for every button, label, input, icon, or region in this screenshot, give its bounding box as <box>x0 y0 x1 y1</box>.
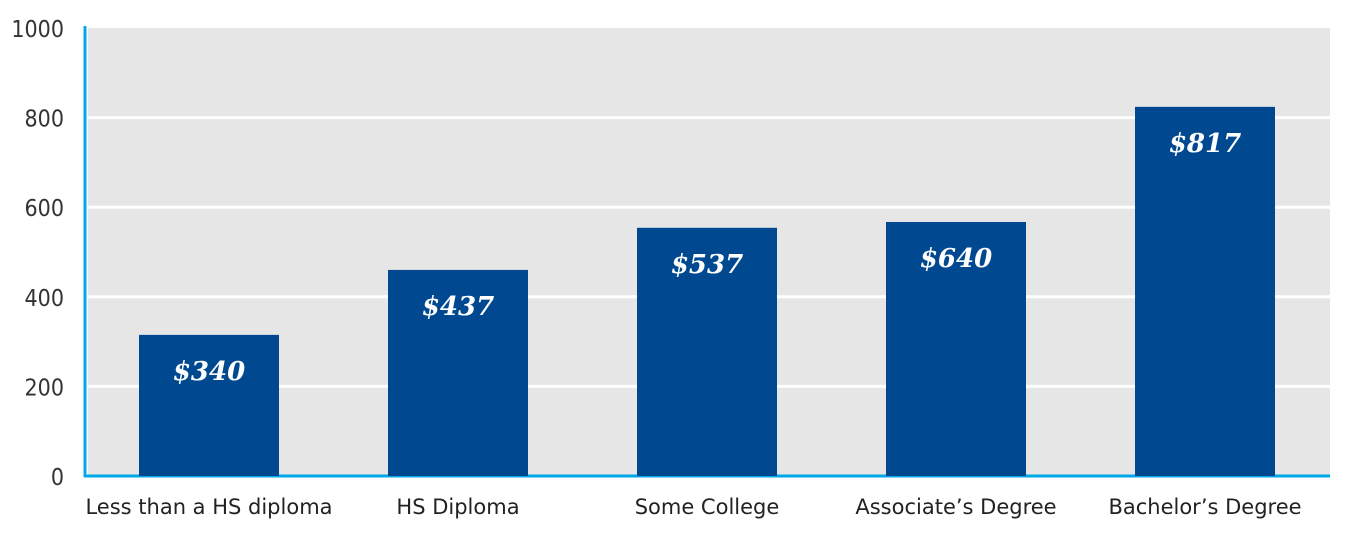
bar <box>637 227 777 476</box>
y-tick-label: 1000 <box>11 17 64 43</box>
y-tick-label: 600 <box>25 196 65 222</box>
x-tick-label: Some College <box>635 495 780 519</box>
x-tick-label: Associate’s Degree <box>855 495 1056 519</box>
bar <box>139 334 279 476</box>
y-tick-label: 800 <box>25 107 65 133</box>
y-tick-label: 400 <box>25 286 65 312</box>
bar <box>886 221 1026 476</box>
x-tick-label: HS Diploma <box>396 495 519 519</box>
x-tick-label: Bachelor’s Degree <box>1108 495 1301 519</box>
y-tick-label: 0 <box>51 465 64 491</box>
data-label: $340 <box>173 357 245 387</box>
x-tick-label: Less than a HS diploma <box>85 495 332 519</box>
y-tick-label: 200 <box>25 375 65 401</box>
data-label: $437 <box>422 292 494 322</box>
bar <box>388 269 528 476</box>
data-label: $817 <box>1169 129 1241 159</box>
bar <box>1135 106 1275 477</box>
data-label: $537 <box>671 250 743 280</box>
data-label: $640 <box>920 244 992 274</box>
